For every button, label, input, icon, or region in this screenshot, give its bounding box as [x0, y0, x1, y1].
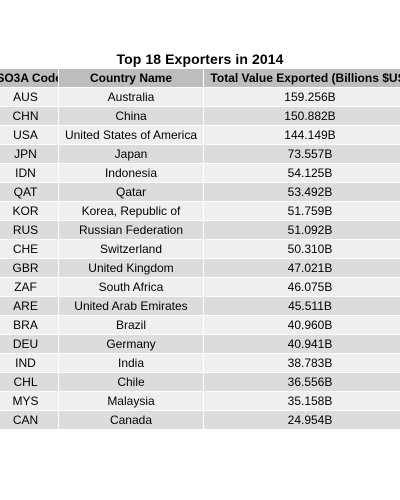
- cell-country: Germany: [58, 334, 204, 354]
- cell-code: QAT: [0, 182, 59, 202]
- cell-code: CHL: [0, 372, 59, 392]
- cell-country: Qatar: [58, 182, 204, 202]
- cell-value: 51.759B: [203, 201, 400, 221]
- table-row: JPN Japan 73.557B: [0, 144, 400, 164]
- table-row: CHN China 150.882B: [0, 106, 400, 126]
- cell-country: Switzerland: [58, 239, 204, 259]
- table-row: GBR United Kingdom 47.021B: [0, 258, 400, 278]
- table-row: BRA Brazil 40.960B: [0, 315, 400, 335]
- table-row: CAN Canada 24.954B: [0, 410, 400, 430]
- column-header-value: Total Value Exported (Billions $US): [203, 68, 400, 88]
- chart-title: Top 18 Exporters in 2014: [116, 51, 284, 67]
- cell-code: MYS: [0, 391, 59, 411]
- header-row: ISO3A Code Country Name Total Value Expo…: [0, 68, 400, 88]
- cell-country: United States of America: [58, 125, 204, 145]
- cell-code: IDN: [0, 163, 59, 183]
- cell-country: Chile: [58, 372, 204, 392]
- cell-value: 51.092B: [203, 220, 400, 240]
- cell-value: 73.557B: [203, 144, 400, 164]
- cell-value: 24.954B: [203, 410, 400, 430]
- cell-country: China: [58, 106, 204, 126]
- table-row: CHL Chile 36.556B: [0, 372, 400, 392]
- cell-value: 40.941B: [203, 334, 400, 354]
- cell-country: Australia: [58, 87, 204, 107]
- cell-country: Indonesia: [58, 163, 204, 183]
- cell-code: DEU: [0, 334, 59, 354]
- cell-value: 36.556B: [203, 372, 400, 392]
- cell-country: India: [58, 353, 204, 373]
- cell-value: 54.125B: [203, 163, 400, 183]
- cell-country: United Kingdom: [58, 258, 204, 278]
- cell-value: 38.783B: [203, 353, 400, 373]
- table-row: AUS Australia 159.256B: [0, 87, 400, 107]
- cell-value: 40.960B: [203, 315, 400, 335]
- cell-country: Canada: [58, 410, 204, 430]
- cell-code: JPN: [0, 144, 59, 164]
- cell-value: 144.149B: [203, 125, 400, 145]
- cell-value: 46.075B: [203, 277, 400, 297]
- cell-code: AUS: [0, 87, 59, 107]
- cell-value: 47.021B: [203, 258, 400, 278]
- column-header-country: Country Name: [58, 68, 204, 88]
- column-header-code: ISO3A Code: [0, 68, 59, 88]
- cell-country: Brazil: [58, 315, 204, 335]
- cell-country: Russian Federation: [58, 220, 204, 240]
- table-body: AUS Australia 159.256B CHN China 150.882B USA U…: [0, 87, 400, 430]
- table-row: CHE Switzerland 50.310B: [0, 239, 400, 259]
- table-row: MYS Malaysia 35.158B: [0, 391, 400, 411]
- cell-country: South Africa: [58, 277, 204, 297]
- cell-code: CHE: [0, 239, 59, 259]
- table-row: ZAF South Africa 46.075B: [0, 277, 400, 297]
- cell-code: CAN: [0, 410, 59, 430]
- table-row: IDN Indonesia 54.125B: [0, 163, 400, 183]
- cell-country: Japan: [58, 144, 204, 164]
- table-row: QAT Qatar 53.492B: [0, 182, 400, 202]
- cell-code: IND: [0, 353, 59, 373]
- cell-code: ZAF: [0, 277, 59, 297]
- cell-code: CHN: [0, 106, 59, 126]
- table-row: USA United States of America 144.149B: [0, 125, 400, 145]
- cell-code: USA: [0, 125, 59, 145]
- cell-value: 50.310B: [203, 239, 400, 259]
- table-row: KOR Korea, Republic of 51.759B: [0, 201, 400, 221]
- table-row: IND India 38.783B: [0, 353, 400, 373]
- cell-country: Korea, Republic of: [58, 201, 204, 221]
- exporters-table-container: ISO3A Code Country Name Total Value Expo…: [0, 68, 400, 430]
- cell-code: RUS: [0, 220, 59, 240]
- table-row: ARE United Arab Emirates 45.511B: [0, 296, 400, 316]
- cell-value: 159.256B: [203, 87, 400, 107]
- cell-country: Malaysia: [58, 391, 204, 411]
- cell-value: 35.158B: [203, 391, 400, 411]
- cell-value: 53.492B: [203, 182, 400, 202]
- table-row: RUS Russian Federation 51.092B: [0, 220, 400, 240]
- exporters-table: ISO3A Code Country Name Total Value Expo…: [0, 68, 400, 430]
- cell-code: KOR: [0, 201, 59, 221]
- cell-code: BRA: [0, 315, 59, 335]
- cell-value: 150.882B: [203, 106, 400, 126]
- cell-country: United Arab Emirates: [58, 296, 204, 316]
- cell-value: 45.511B: [203, 296, 400, 316]
- table-row: DEU Germany 40.941B: [0, 334, 400, 354]
- cell-code: GBR: [0, 258, 59, 278]
- cell-code: ARE: [0, 296, 59, 316]
